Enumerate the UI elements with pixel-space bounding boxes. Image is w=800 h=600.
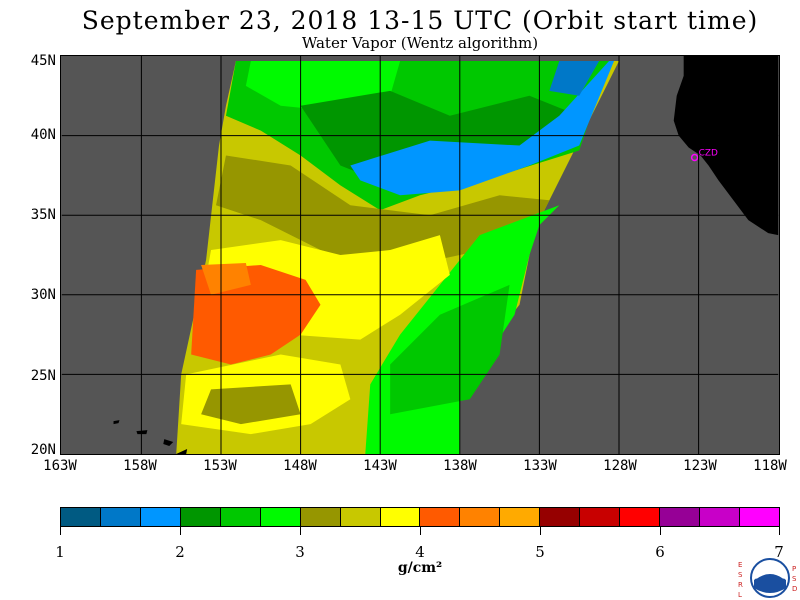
swath-blue-band bbox=[350, 60, 615, 196]
lon-label-128w: 128W bbox=[603, 458, 637, 474]
colorbar-label-1: 1 bbox=[55, 543, 65, 561]
colorbar-label-6: 6 bbox=[655, 543, 665, 561]
colorbar-segment bbox=[739, 508, 779, 526]
colorbar-tick-7 bbox=[779, 527, 780, 535]
lon-label-148w: 148W bbox=[283, 458, 317, 474]
lat-label-45n: 45N bbox=[30, 53, 56, 69]
colorbar-tick-4 bbox=[420, 527, 421, 535]
lon-label-138w: 138W bbox=[443, 458, 477, 474]
colorbar-segment bbox=[620, 508, 661, 526]
lon-label-163w: 163W bbox=[43, 458, 77, 474]
colorbar-segment bbox=[61, 508, 101, 526]
colorbar bbox=[60, 507, 780, 527]
chart-subtitle: Water Vapor (Wentz algorithm) bbox=[301, 34, 539, 52]
lon-label-123w: 123W bbox=[683, 458, 717, 474]
colorbar-segment bbox=[100, 508, 141, 526]
swath-olive-band bbox=[216, 155, 550, 270]
lat-label-35n: 35N bbox=[30, 207, 56, 223]
station-czd-marker bbox=[690, 153, 699, 162]
colorbar-segment bbox=[260, 508, 301, 526]
island-4 bbox=[176, 449, 188, 454]
island-1 bbox=[113, 420, 120, 425]
colorbar-segment bbox=[340, 508, 381, 526]
colorbar-segment bbox=[140, 508, 181, 526]
noaa-emblem bbox=[750, 558, 790, 598]
station-czd-label: CZD bbox=[699, 149, 718, 159]
colorbar-segment bbox=[300, 508, 341, 526]
colorbar-units: g/cm² bbox=[397, 560, 443, 576]
lon-label-143w: 143W bbox=[363, 458, 397, 474]
colorbar-label-5: 5 bbox=[535, 543, 545, 561]
colorbar-segment bbox=[220, 508, 261, 526]
lon-label-133w: 133W bbox=[523, 458, 557, 474]
lat-label-30n: 30N bbox=[30, 287, 56, 303]
swath-green-east-inner bbox=[390, 284, 510, 415]
island-3 bbox=[163, 439, 174, 447]
swath-orange-bright bbox=[201, 262, 251, 295]
colorbar-segment bbox=[700, 508, 740, 526]
colorbar-tick-1 bbox=[60, 527, 61, 535]
colorbar-tick-5 bbox=[540, 527, 541, 535]
colorbar-segment bbox=[500, 508, 541, 526]
swath-olive-south bbox=[201, 384, 301, 425]
colorbar-segment bbox=[460, 508, 501, 526]
colorbar-label-3: 3 bbox=[295, 543, 305, 561]
swath-blue-north bbox=[549, 60, 600, 96]
lat-label-20n: 20N bbox=[30, 442, 56, 458]
chart-title: September 23, 2018 13-15 UTC (Orbit star… bbox=[81, 6, 759, 35]
colorbar-label-2: 2 bbox=[175, 543, 185, 561]
lat-label-40n: 40N bbox=[30, 127, 56, 143]
colorbar-segment bbox=[660, 508, 700, 526]
colorbar-segment bbox=[180, 508, 221, 526]
colorbar-tick-2 bbox=[180, 527, 181, 535]
colorbar-segment bbox=[540, 508, 581, 526]
lon-label-118w: 118W bbox=[753, 458, 787, 474]
colorbar-segment bbox=[580, 508, 621, 526]
land-north-america bbox=[673, 56, 779, 236]
lon-label-153w: 153W bbox=[203, 458, 237, 474]
colorbar-tick-6 bbox=[660, 527, 661, 535]
colorbar-segment bbox=[380, 508, 421, 526]
colorbar-segment bbox=[420, 508, 461, 526]
colorbar-label-7: 7 bbox=[774, 543, 784, 561]
colorbar-tick-3 bbox=[300, 527, 301, 535]
grid-lines bbox=[61, 56, 779, 454]
map-svg: CZD bbox=[61, 56, 779, 454]
water-vapor-map: CZD bbox=[60, 55, 780, 455]
lat-label-25n: 25N bbox=[30, 368, 56, 384]
colorbar-label-4: 4 bbox=[415, 543, 425, 561]
lon-label-158w: 158W bbox=[123, 458, 157, 474]
